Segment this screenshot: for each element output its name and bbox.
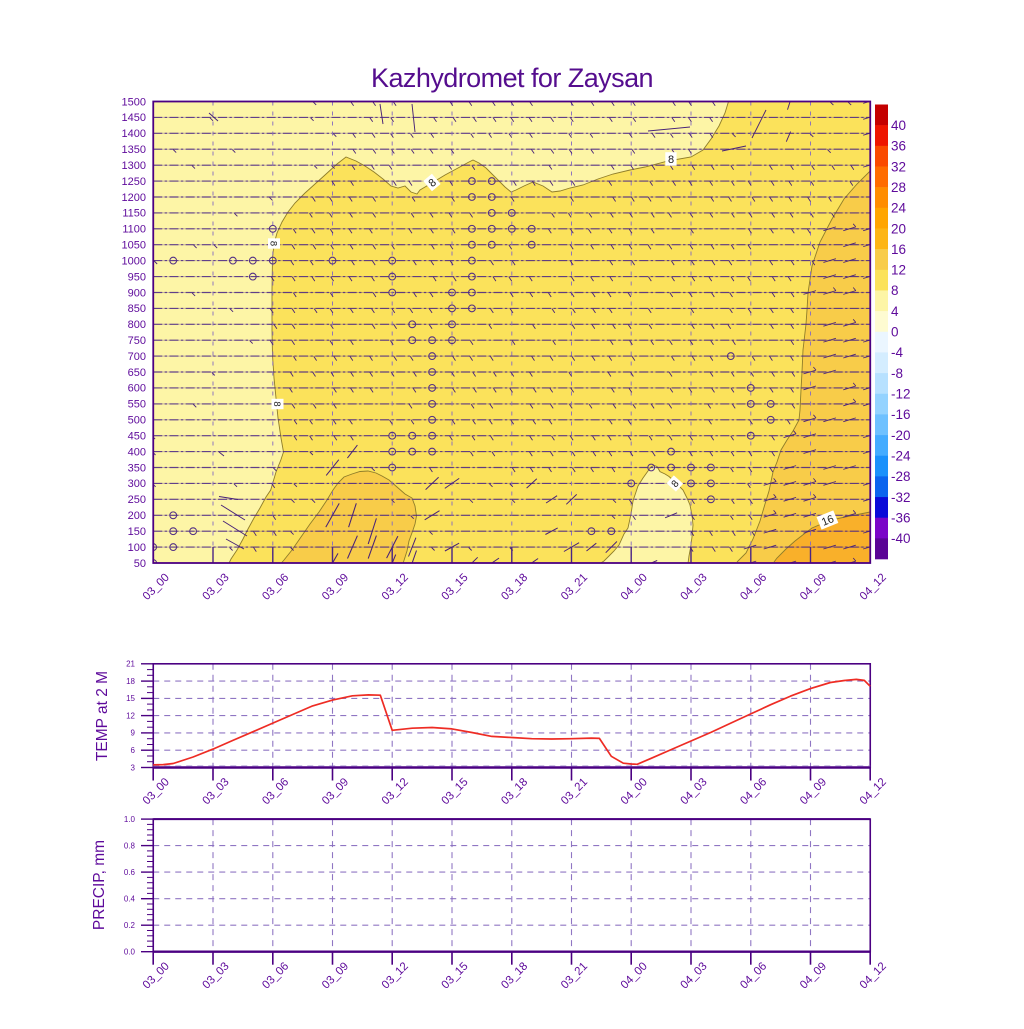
- svg-text:750: 750: [128, 335, 146, 347]
- svg-text:36: 36: [891, 139, 906, 154]
- svg-text:-40: -40: [891, 531, 911, 546]
- svg-text:8: 8: [891, 283, 899, 298]
- svg-text:1250: 1250: [122, 176, 146, 188]
- svg-text:-4: -4: [891, 345, 903, 360]
- svg-text:12: 12: [891, 263, 906, 278]
- svg-text:-24: -24: [891, 449, 911, 464]
- svg-text:-8: -8: [891, 366, 903, 381]
- svg-text:28: 28: [891, 180, 906, 195]
- svg-text:800: 800: [128, 319, 146, 331]
- svg-text:1300: 1300: [122, 160, 146, 172]
- svg-text:-16: -16: [891, 407, 911, 422]
- svg-text:300: 300: [128, 478, 146, 490]
- svg-text:24: 24: [891, 201, 907, 216]
- svg-text:PRECIP, mm: PRECIP, mm: [91, 840, 108, 930]
- svg-text:-32: -32: [891, 490, 911, 505]
- svg-text:500: 500: [128, 415, 146, 427]
- svg-text:900: 900: [128, 287, 146, 299]
- svg-text:1400: 1400: [122, 128, 146, 140]
- svg-text:1500: 1500: [122, 96, 146, 108]
- svg-text:Kazhydromet for Zaysan: Kazhydromet for Zaysan: [371, 63, 653, 93]
- svg-text:8: 8: [668, 154, 674, 166]
- svg-text:16: 16: [820, 513, 836, 529]
- svg-text:950: 950: [128, 271, 146, 283]
- svg-text:-28: -28: [891, 469, 911, 484]
- svg-text:1450: 1450: [122, 112, 146, 124]
- svg-text:350: 350: [128, 462, 146, 474]
- svg-text:15: 15: [126, 694, 135, 703]
- svg-text:6: 6: [131, 746, 136, 755]
- svg-text:16: 16: [891, 242, 906, 257]
- svg-text:0.2: 0.2: [124, 921, 136, 930]
- svg-text:1100: 1100: [122, 224, 146, 236]
- svg-text:0.0: 0.0: [124, 948, 136, 957]
- svg-text:32: 32: [891, 159, 906, 174]
- svg-text:0: 0: [891, 325, 899, 340]
- svg-text:20: 20: [891, 221, 906, 236]
- svg-text:100: 100: [128, 542, 146, 554]
- svg-text:1350: 1350: [122, 144, 146, 156]
- svg-text:50: 50: [134, 558, 146, 570]
- svg-text:-36: -36: [891, 511, 911, 526]
- svg-text:3: 3: [131, 763, 136, 772]
- svg-text:600: 600: [128, 383, 146, 395]
- svg-text:550: 550: [128, 399, 146, 411]
- svg-text:0.8: 0.8: [124, 841, 136, 850]
- svg-text:700: 700: [128, 351, 146, 363]
- svg-text:0.4: 0.4: [124, 895, 136, 904]
- svg-text:18: 18: [126, 677, 135, 686]
- svg-text:1200: 1200: [122, 192, 146, 204]
- svg-text:850: 850: [128, 303, 146, 315]
- svg-text:1150: 1150: [122, 208, 146, 220]
- svg-text:8: 8: [670, 478, 682, 490]
- svg-text:TEMP at 2 M: TEMP at 2 M: [94, 671, 111, 761]
- svg-text:-12: -12: [891, 387, 911, 402]
- svg-text:450: 450: [128, 431, 146, 443]
- svg-text:1000: 1000: [122, 255, 146, 267]
- svg-text:1050: 1050: [122, 240, 146, 252]
- svg-text:9: 9: [131, 729, 136, 738]
- svg-text:200: 200: [128, 510, 146, 522]
- svg-text:1.0: 1.0: [124, 815, 136, 824]
- svg-text:8: 8: [268, 241, 279, 246]
- svg-text:12: 12: [126, 711, 135, 720]
- svg-text:250: 250: [128, 494, 146, 506]
- svg-text:400: 400: [128, 446, 146, 458]
- svg-text:-20: -20: [891, 428, 911, 443]
- svg-text:0.6: 0.6: [124, 868, 136, 877]
- svg-text:650: 650: [128, 367, 146, 379]
- svg-text:21: 21: [126, 660, 135, 669]
- svg-text:8: 8: [271, 401, 282, 406]
- svg-text:150: 150: [128, 526, 146, 538]
- svg-text:40: 40: [891, 118, 906, 133]
- svg-text:4: 4: [891, 304, 899, 319]
